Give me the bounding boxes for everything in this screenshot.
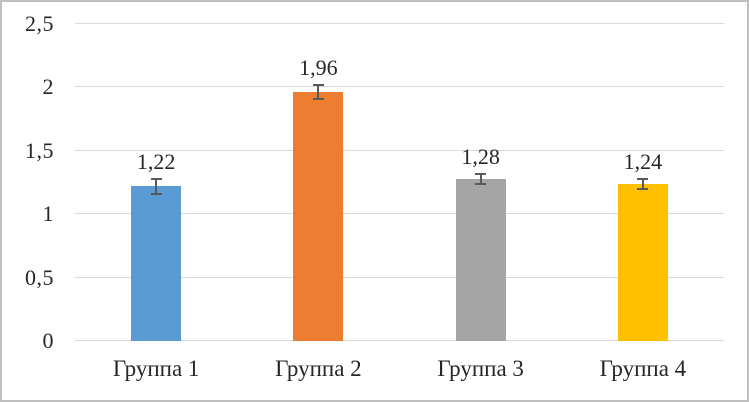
y-gridline: [75, 149, 724, 151]
bar-value-label: 1,24: [623, 148, 663, 174]
error-bar-bottom-cap: [637, 187, 649, 190]
y-axis-tick-label: 2: [42, 74, 54, 100]
y-axis-tick-label: 0,5: [25, 264, 54, 290]
y-gridline: [75, 86, 724, 88]
x-axis-category-label: Группа 3: [437, 356, 524, 381]
y-gridline: [75, 23, 724, 24]
error-bar: [317, 85, 320, 100]
error-bar-top-cap: [475, 172, 487, 175]
error-bar: [479, 173, 482, 184]
x-axis-category-label: Группа 2: [275, 356, 362, 381]
y-gridline: [75, 213, 724, 215]
error-bar-bottom-cap: [475, 182, 487, 185]
bar-value-label: 1,22: [136, 148, 176, 174]
y-axis-tick-label: 1,5: [25, 137, 54, 163]
x-axis-category-label: Группа 4: [599, 356, 687, 381]
error-bar-bottom-cap: [312, 98, 324, 101]
error-bar-bottom-cap: [150, 192, 162, 195]
bar-value-label: 1,28: [461, 143, 500, 169]
error-bar-top-cap: [637, 177, 649, 180]
error-bar: [155, 178, 158, 194]
bar: [617, 183, 668, 341]
bar: [293, 92, 344, 341]
y-gridline: [75, 340, 724, 341]
bar: [131, 186, 182, 341]
bar-value-label: 1,96: [299, 55, 338, 81]
x-axis-category-label: Группа 1: [112, 356, 200, 381]
error-bar-top-cap: [150, 177, 162, 180]
y-axis-tick-label: 0: [42, 328, 54, 353]
y-axis-tick-label: 1: [42, 201, 54, 227]
bar: [455, 178, 506, 341]
error-bar: [641, 178, 644, 189]
y-axis-tick-label: 2,5: [25, 11, 54, 36]
error-bar-top-cap: [312, 84, 324, 87]
y-gridline: [75, 276, 724, 278]
